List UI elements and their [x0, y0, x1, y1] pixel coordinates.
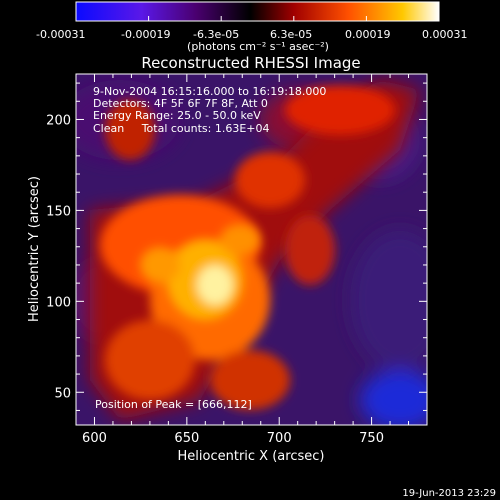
- x-tick-label: 700: [267, 431, 292, 446]
- y-tick-label: 150: [46, 204, 71, 219]
- colorbar-tick-0: -0.00031: [36, 28, 85, 41]
- y-tick-label: 100: [46, 295, 71, 310]
- x-axis-label: Heliocentric X (arcsec): [178, 449, 325, 464]
- x-tick-label: 650: [174, 431, 199, 446]
- image-frame: [75, 73, 428, 426]
- peak-position: Position of Peak = [666,112]: [95, 398, 252, 411]
- footer-timestamp: 19-Jun-2013 23:29: [402, 488, 496, 499]
- colorbar-ticks: [75, 16, 440, 21]
- info-line-counts: Clean Total counts: 1.63E+04: [93, 122, 270, 135]
- y-tick-label: 200: [46, 113, 71, 128]
- x-tick-label: 750: [359, 431, 384, 446]
- info-line-time: 9-Nov-2004 16:15:16.000 to 16:19:18.000: [93, 85, 326, 98]
- axis-ticks: [75, 74, 428, 425]
- info-line-detectors: Detectors: 4F 5F 6F 7F 8F, Att 0: [93, 97, 268, 110]
- y-axis-label: Heliocentric Y (arcsec): [27, 176, 42, 322]
- colorbar: [75, 1, 440, 22]
- image-title: Reconstructed RHESSI Image: [141, 54, 360, 72]
- x-tick-labels: 600 650 700 750: [82, 431, 384, 446]
- colorbar-tick-3: 6.3e-05: [270, 28, 312, 41]
- rhessi-image: [76, 74, 427, 425]
- colorbar-tick-4: 0.00019: [345, 28, 391, 41]
- y-tick-labels: 50 100 150 200: [46, 113, 71, 401]
- y-tick-label: 50: [54, 386, 71, 401]
- colorbar-units: (photons cm⁻² s⁻¹ asec⁻²): [187, 40, 329, 53]
- info-line-energy: Energy Range: 25.0 - 50.0 keV: [93, 109, 261, 122]
- colorbar-tick-5: 0.00031: [422, 28, 468, 41]
- colorbar-tick-2: -6.3e-05: [193, 28, 239, 41]
- x-tick-label: 600: [82, 431, 107, 446]
- colorbar-tick-1: -0.00019: [121, 28, 170, 41]
